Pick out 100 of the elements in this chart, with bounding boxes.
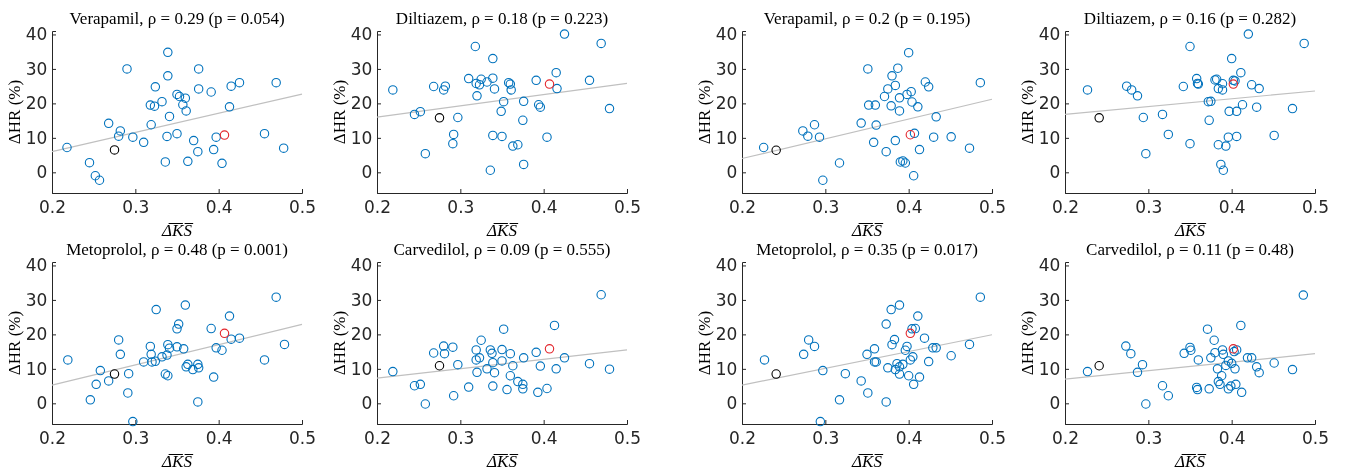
point xyxy=(1218,349,1229,360)
point xyxy=(448,129,459,140)
point xyxy=(856,118,866,128)
point xyxy=(1094,113,1104,123)
point xyxy=(234,333,245,343)
point xyxy=(193,397,203,407)
point xyxy=(900,345,911,355)
point xyxy=(489,84,500,94)
point xyxy=(115,349,126,360)
point xyxy=(1138,112,1149,123)
point xyxy=(1217,345,1228,355)
point xyxy=(902,89,912,100)
point xyxy=(463,382,474,392)
point xyxy=(85,395,96,405)
chart-title: Metoprolol, ρ = 0.35 (p = 0.017) xyxy=(756,240,978,259)
point xyxy=(551,364,561,374)
point xyxy=(893,63,903,73)
point xyxy=(103,376,114,386)
point xyxy=(476,74,486,85)
chart-title: Verapamil, ρ = 0.2 (p = 0.195) xyxy=(763,9,971,28)
point xyxy=(890,80,901,91)
point xyxy=(887,71,897,81)
point xyxy=(498,324,509,334)
point xyxy=(438,85,449,95)
point xyxy=(1132,367,1143,378)
point xyxy=(172,128,182,139)
point xyxy=(1287,103,1298,114)
point xyxy=(1236,320,1246,331)
point xyxy=(908,171,919,181)
point xyxy=(863,100,874,110)
point xyxy=(271,77,281,88)
point xyxy=(1157,380,1168,391)
point xyxy=(1213,83,1224,94)
point xyxy=(1223,132,1234,142)
y-tick-label: 20 xyxy=(715,93,738,114)
point xyxy=(919,333,930,343)
point xyxy=(497,131,507,142)
point xyxy=(818,365,828,376)
point xyxy=(1231,379,1241,390)
point xyxy=(163,71,173,81)
x-axis-title: Δ̅K̅S̅ xyxy=(486,221,520,240)
point xyxy=(489,367,500,378)
point xyxy=(1141,148,1151,159)
point xyxy=(122,64,132,74)
point xyxy=(931,112,941,122)
point xyxy=(505,348,516,359)
y-tick-label: 20 xyxy=(1038,93,1061,114)
point xyxy=(1202,324,1213,334)
point xyxy=(217,345,227,355)
point xyxy=(471,78,481,89)
point xyxy=(1121,81,1132,91)
point xyxy=(150,356,161,367)
x-tick-label: 0.4 xyxy=(1218,197,1246,217)
y-tick-label: 0 xyxy=(726,162,738,183)
point xyxy=(448,342,458,352)
point xyxy=(428,81,439,92)
point xyxy=(163,47,173,58)
point xyxy=(1216,371,1227,381)
point xyxy=(1094,361,1104,371)
point xyxy=(157,96,167,107)
x-tick-label: 0.4 xyxy=(895,197,923,217)
point xyxy=(178,100,188,110)
point xyxy=(217,158,227,169)
point xyxy=(482,77,492,87)
point xyxy=(584,75,595,86)
point xyxy=(1246,80,1257,90)
point xyxy=(146,349,156,360)
y-tick-label: 40 xyxy=(25,24,48,45)
point xyxy=(1246,353,1257,363)
point xyxy=(818,175,828,185)
x-tick-label: 0.5 xyxy=(613,197,642,217)
point xyxy=(420,148,431,159)
point xyxy=(180,300,191,310)
point xyxy=(279,339,290,350)
point xyxy=(505,371,516,381)
point xyxy=(434,361,445,371)
chart-title: Carvedilol, ρ = 0.11 (p = 0.48) xyxy=(1086,240,1294,259)
point xyxy=(488,381,498,391)
x-tick-label: 0.5 xyxy=(1301,197,1330,217)
point xyxy=(208,144,219,155)
x-tick-label: 0.2 xyxy=(38,197,67,217)
point xyxy=(193,359,203,370)
y-tick-label: 20 xyxy=(350,93,373,114)
point xyxy=(476,335,486,345)
point xyxy=(62,142,72,153)
y-tick-label: 30 xyxy=(1038,58,1061,79)
point xyxy=(259,355,270,365)
point xyxy=(604,103,615,114)
point xyxy=(128,416,138,427)
point xyxy=(928,132,939,142)
point xyxy=(178,344,189,354)
point xyxy=(905,328,916,339)
point xyxy=(1193,355,1204,365)
point xyxy=(109,145,120,155)
x-tick-label: 0.2 xyxy=(1051,428,1080,448)
y-tick-label: 30 xyxy=(350,58,373,79)
y-tick-label: 30 xyxy=(715,289,738,310)
point xyxy=(862,349,872,360)
point xyxy=(889,334,900,345)
point xyxy=(1132,91,1143,101)
